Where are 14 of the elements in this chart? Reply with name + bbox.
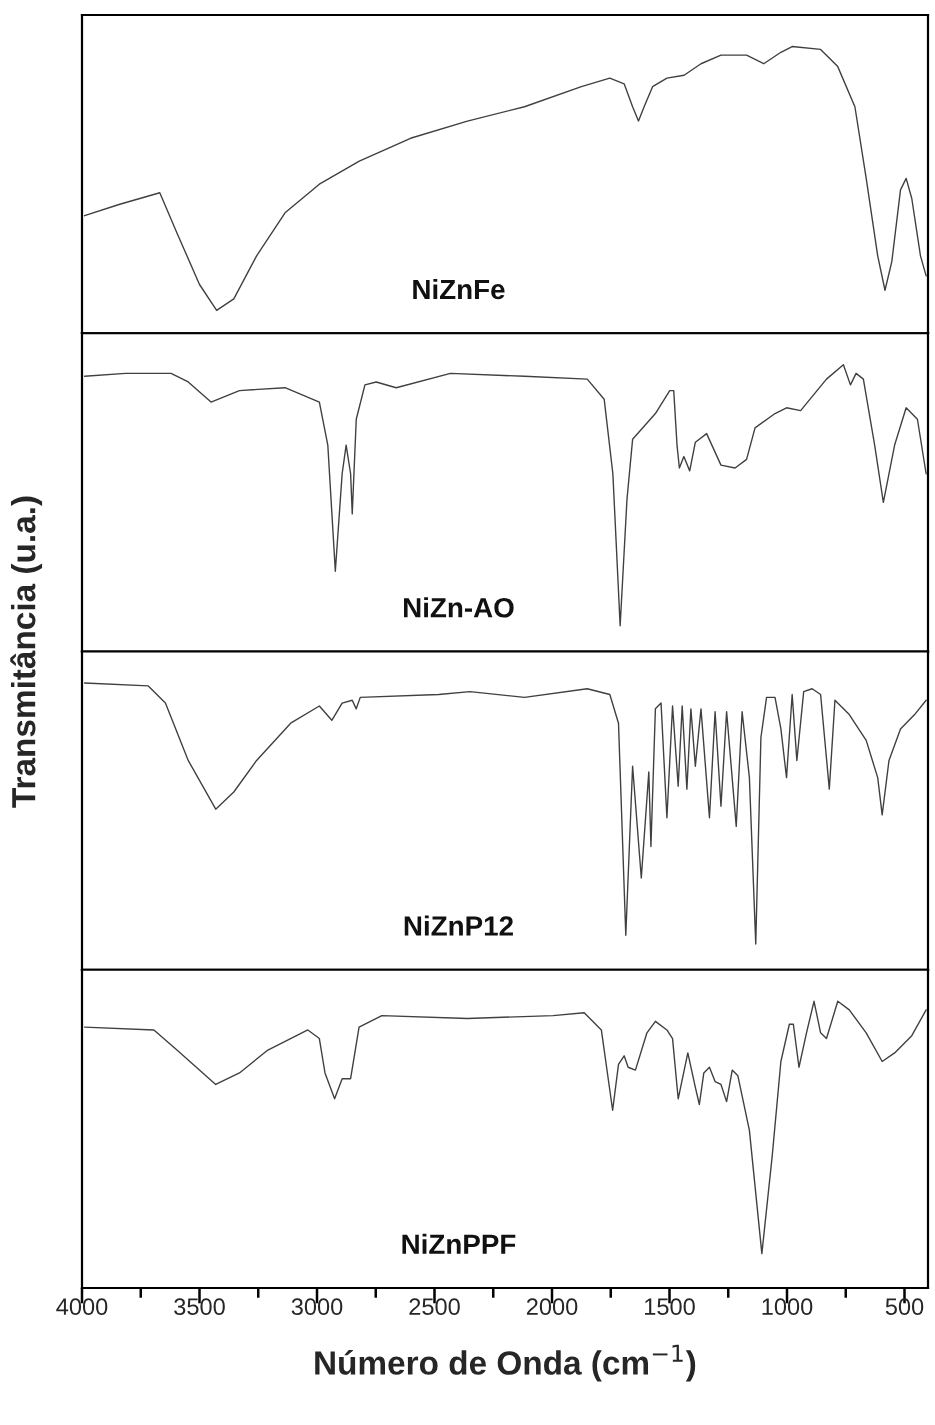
text: NiZnFe [413, 278, 505, 300]
x-tick-label: 500 [885, 1298, 924, 1316]
text: NiZn-AO [404, 597, 514, 618]
x-axis-title: Número de Onda (cm$^{−1}$) [315, 1344, 696, 1382]
x-tick-label: 1500 [645, 1298, 695, 1316]
x-tick-label: 2000 [526, 1298, 578, 1316]
text: NiZnP12 [404, 915, 513, 936]
x-tick-label: 2500 [409, 1298, 460, 1316]
x-tick-label: 3000 [291, 1298, 343, 1316]
x-tick-label: 1000 [762, 1298, 813, 1316]
text: NiZnPPF [402, 1233, 516, 1254]
x-tick-label: 4000 [56, 1298, 108, 1316]
y-axis-title: Transmitância (u.a.) [10, 496, 43, 808]
x-tick-label: 3500 [174, 1298, 225, 1316]
